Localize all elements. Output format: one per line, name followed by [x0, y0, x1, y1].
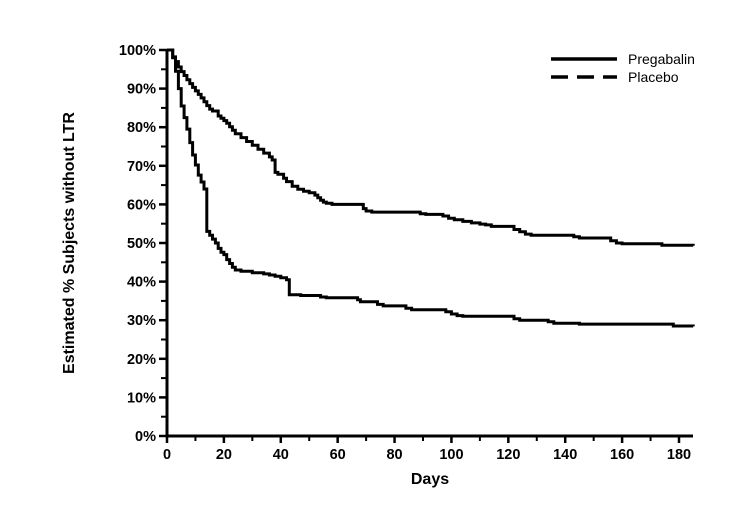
y-tick-label: 80%	[127, 120, 156, 136]
x-tick-label: 100	[439, 447, 463, 463]
y-axis-title: Estimated % Subjects without LTR	[61, 112, 78, 374]
x-tick-label: 80	[386, 447, 402, 463]
x-axis-ticks: 0 20 40 60 80 100 120 140 160 180	[163, 436, 691, 463]
y-tick-label: 40%	[127, 275, 156, 291]
x-tick-label: 60	[330, 447, 346, 463]
y-axis: 100% 90% 80% 70% 60% 50% 40% 30% 20% 10% 0%	[119, 43, 169, 445]
y-tick-label: 30%	[127, 313, 156, 329]
y-tick-label: 100%	[119, 43, 156, 59]
kaplan-meier-chart: 100% 90% 80% 70% 60% 50% 40% 30% 20% 10% 0% 0 20 40 6…	[40, 16, 752, 514]
y-tick-label: 50%	[127, 236, 156, 252]
placebo-curve	[167, 48, 695, 328]
x-tick-label: 120	[496, 447, 520, 463]
x-axis-title: Days	[411, 471, 449, 488]
legend-label-placebo: Placebo	[628, 69, 679, 85]
x-axis: 0 20 40 60 80 100 120 140 160 180	[163, 434, 693, 463]
x-tick-label: 0	[163, 447, 171, 463]
x-tick-label: 180	[667, 447, 691, 463]
y-tick-label: 70%	[127, 159, 156, 175]
y-tick-label: 0%	[135, 429, 156, 445]
y-tick-label: 10%	[127, 390, 156, 406]
y-tick-label: 90%	[127, 82, 156, 98]
x-tick-label: 140	[553, 447, 577, 463]
legend: Pregabalin Placebo	[551, 51, 695, 85]
y-axis-ticks: 100% 90% 80% 70% 60% 50% 40% 30% 20% 10% 0%	[119, 43, 167, 445]
y-tick-label: 60%	[127, 197, 156, 213]
chart-canvas: 100% 90% 80% 70% 60% 50% 40% 30% 20% 10% 0% 0 20 40 6…	[61, 43, 695, 488]
y-tick-label: 20%	[127, 352, 156, 368]
x-tick-label: 160	[610, 447, 634, 463]
legend-label-pregabalin: Pregabalin	[628, 51, 695, 67]
x-tick-label: 20	[216, 447, 232, 463]
pregabalin-curve	[167, 48, 695, 247]
x-tick-label: 40	[273, 447, 289, 463]
